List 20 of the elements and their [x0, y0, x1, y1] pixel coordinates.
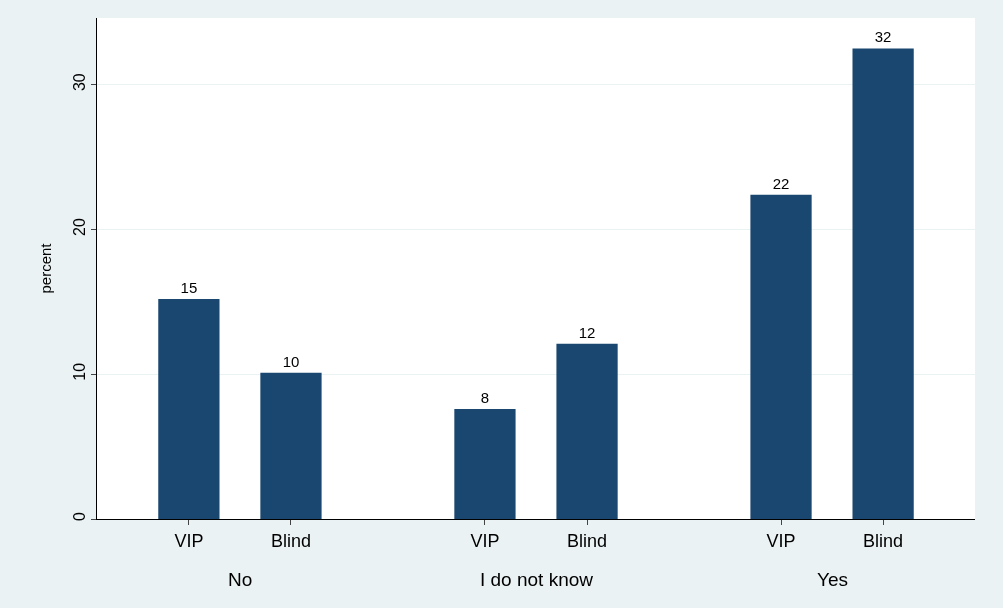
x-tick-label: Blind — [567, 530, 608, 551]
text: Yes — [817, 569, 848, 590]
y-tick-label: 10 — [70, 362, 88, 381]
y-tick-label: 0 — [70, 512, 88, 522]
data-label: 22 — [772, 174, 790, 192]
data-label: 32 — [874, 28, 892, 46]
x-tick-label: VIP — [766, 530, 796, 551]
x-tick-label: Blind — [863, 530, 904, 551]
text: I do not know — [480, 569, 594, 590]
y-axis-title: percent — [36, 242, 54, 294]
text: No — [228, 569, 253, 590]
x-tick-label: Blind — [270, 530, 311, 551]
data-label: 10 — [282, 352, 300, 370]
x-tick-label: VIP — [470, 530, 500, 551]
y-tick-label: 30 — [70, 73, 88, 92]
y-tick-label: 20 — [70, 218, 88, 236]
data-label: 12 — [578, 323, 596, 341]
x-tick-label: VIP — [174, 530, 204, 551]
data-label: 8 — [480, 388, 490, 406]
data-label: 15 — [180, 278, 198, 296]
